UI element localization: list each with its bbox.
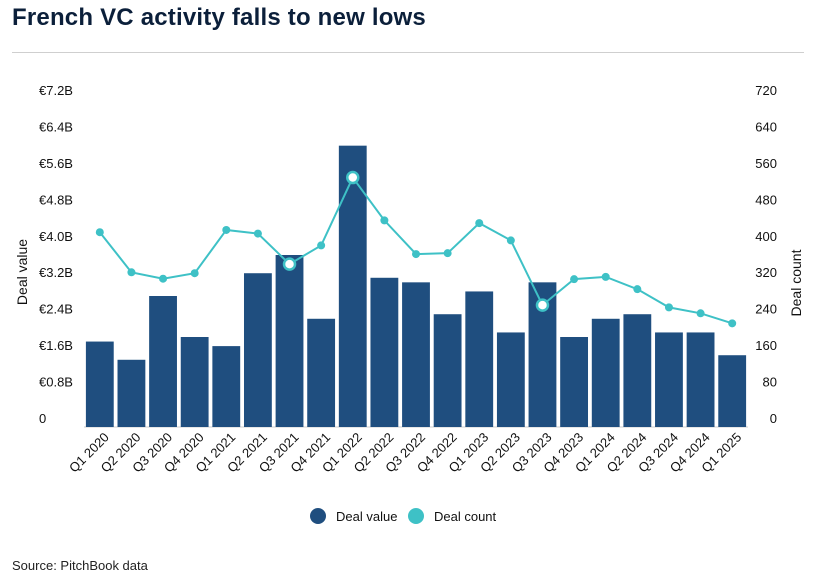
deal-count-point-q2-2021: [253, 229, 262, 238]
left-axis: 0 €0.8B €1.6B €2.4B €3.2B €4.0B €4.8B €5.6B €6.4…: [39, 83, 73, 426]
title-divider: [12, 52, 804, 53]
bar-q4-2021: [307, 318, 336, 427]
deal-count-point-q3-2023: [535, 298, 550, 312]
deal-count-point-q4-2023: [570, 275, 579, 284]
deal-count-point-q2-2022: [380, 216, 389, 225]
left-tick-label: €6.4B: [39, 119, 73, 134]
deal-count-point-q4-2024: [696, 309, 705, 318]
right-axis-title: Deal count: [788, 249, 804, 316]
right-tick-label: 240: [755, 302, 777, 317]
deal-count-point-q1-2021: [222, 225, 231, 234]
bar-q4-2023: [560, 337, 589, 427]
left-tick-label: €1.6B: [39, 338, 73, 353]
bar-q4-2022: [433, 314, 462, 427]
deal-count-point-q3-2020: [159, 274, 168, 283]
bar-q1-2020: [85, 341, 114, 427]
deal-count-point-q3-2021: [282, 257, 297, 271]
right-tick-label: 160: [755, 338, 777, 353]
legend-swatch-deal-count: [408, 508, 424, 524]
left-tick-label: €4.8B: [39, 192, 73, 207]
right-axis: 0 80 160 240 320 400 480 560 640 720: [755, 83, 777, 426]
bar-q3-2020: [149, 296, 177, 427]
bar-q3-2024: [655, 332, 683, 427]
bar-q1-2021: [212, 346, 241, 427]
deal-count-point-q2-2023: [506, 236, 515, 245]
bar-q2-2023: [496, 332, 525, 427]
deal-count-point-q1-2023: [475, 219, 484, 228]
right-tick-label: 720: [755, 83, 777, 98]
left-tick-label: €5.6B: [39, 156, 73, 171]
right-tick-label: 640: [755, 119, 777, 134]
left-tick-label: €0.8B: [39, 375, 73, 390]
left-tick-label: €7.2B: [39, 83, 73, 98]
bar-q2-2024: [623, 314, 652, 427]
bar-q4-2024: [686, 332, 715, 427]
source-note: Source: PitchBook data: [12, 558, 148, 573]
left-tick-label: €4.0B: [39, 229, 73, 244]
deal-count-point-q4-2022: [443, 249, 452, 258]
deal-count-point-q1-2025: [728, 319, 737, 328]
bar-q1-2024: [591, 318, 620, 427]
bar-q3-2021: [275, 255, 304, 427]
chart-title: French VC activity falls to new lows: [12, 4, 426, 31]
bar-series: [84, 145, 748, 428]
bar-q2-2022: [370, 277, 399, 427]
deal-count-point-q1-2020: [95, 228, 104, 237]
legend: Deal value Deal count: [310, 508, 497, 524]
deal-count-point-q3-2024: [664, 303, 673, 312]
bar-q1-2022: [338, 145, 367, 427]
legend-swatch-deal-value: [310, 508, 326, 524]
deal-count-point-q2-2020: [127, 268, 136, 277]
deal-count-point-q3-2022: [412, 250, 420, 259]
bar-q4-2020: [180, 337, 209, 427]
right-tick-label: 0: [770, 411, 777, 426]
deal-count-point-q1-2024: [601, 272, 610, 281]
right-tick-label: 560: [755, 156, 777, 171]
right-tick-label: 320: [755, 265, 777, 280]
left-tick-label: 0: [39, 411, 46, 426]
bar-q3-2022: [402, 282, 430, 427]
bar-q2-2020: [117, 359, 146, 427]
deal-count-point-q2-2024: [633, 285, 642, 294]
deal-count-point-q1-2022: [346, 170, 360, 185]
right-tick-label: 400: [755, 229, 777, 244]
bar-q1-2023: [465, 291, 494, 427]
left-axis-title: Deal value: [14, 239, 30, 305]
bar-q2-2021: [243, 273, 272, 427]
right-tick-label: 480: [755, 192, 777, 207]
right-tick-label: 80: [763, 375, 777, 390]
bar-q1-2025: [718, 355, 747, 427]
legend-label-deal-count: Deal count: [434, 509, 497, 524]
left-tick-label: €3.2B: [39, 265, 73, 280]
deal-count-point-q4-2021: [317, 241, 326, 250]
left-tick-label: €2.4B: [39, 302, 73, 317]
deal-count-point-q4-2020: [190, 269, 199, 278]
line-series: [95, 170, 737, 328]
legend-label-deal-value: Deal value: [336, 509, 397, 524]
